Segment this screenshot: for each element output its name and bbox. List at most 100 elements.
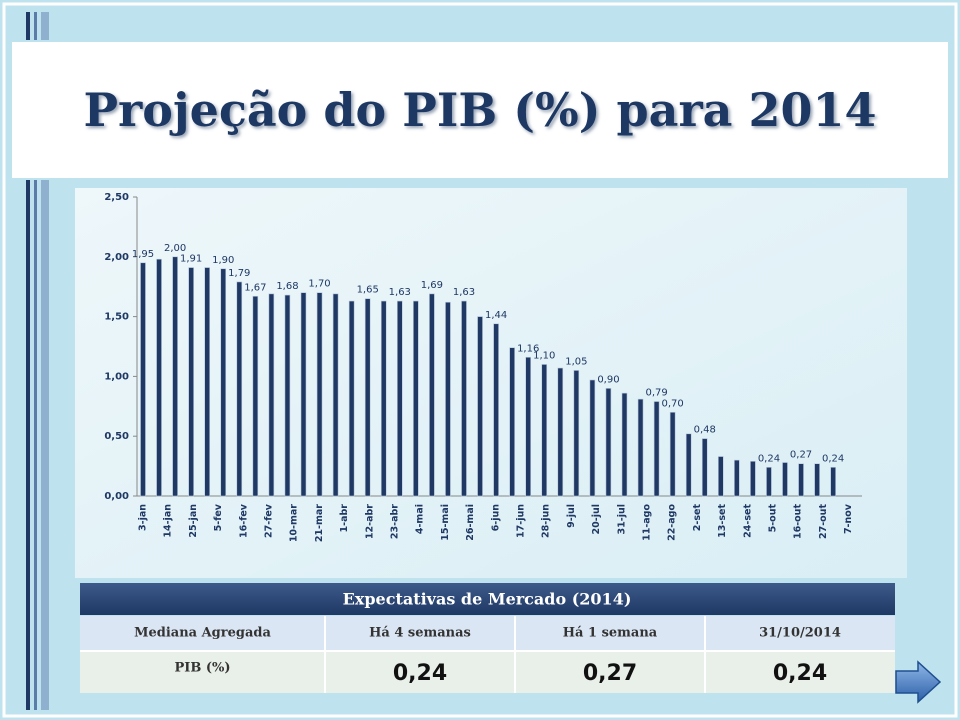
value-label: 1,16 <box>517 343 539 354</box>
x-tick-label: 9-jul <box>566 504 577 528</box>
value-label: 1,67 <box>244 282 266 293</box>
x-tick-label: 31-jul <box>616 504 627 534</box>
x-tick-label: 6-jun <box>490 504 501 532</box>
y-tick-label: 2,50 <box>104 192 129 203</box>
bar <box>717 456 724 497</box>
x-tick-label: 13-set <box>717 504 728 538</box>
x-tick-label: 3-jan <box>138 504 149 531</box>
bar <box>172 256 178 497</box>
x-tick-label: 10-mar <box>289 504 300 542</box>
bar <box>669 411 676 497</box>
value-label: 1,91 <box>180 254 202 265</box>
x-tick-label: 25-jan <box>188 504 199 538</box>
stripes <box>26 12 49 710</box>
bar <box>589 379 596 497</box>
header-cell: Mediana Agregada <box>134 626 271 641</box>
value-label: 0,79 <box>645 388 667 399</box>
value-label: 1,68 <box>276 281 298 292</box>
value-label: 1,10 <box>533 350 555 361</box>
header-cell: Há 1 semana <box>563 626 658 641</box>
x-tick-label: 2-set <box>692 504 703 532</box>
bar <box>830 466 836 497</box>
bar <box>236 281 243 497</box>
value-label: 1,65 <box>357 285 379 296</box>
header-row <box>80 616 895 651</box>
bar <box>268 293 275 497</box>
value-label: 0,24 <box>822 453 844 464</box>
x-tick-label: 27-fev <box>264 503 275 538</box>
chart: 0,000,501,001,502,002,501,952,001,91 1,90… <box>104 192 862 542</box>
bar <box>814 463 820 497</box>
bar <box>413 300 419 497</box>
x-tick-label: 28-jun <box>541 504 552 538</box>
bar <box>685 433 692 497</box>
x-tick-label: 16-fev <box>238 503 249 538</box>
value-label: 0,24 <box>758 453 780 464</box>
value-label: 0,70 <box>662 398 684 409</box>
bar <box>541 364 548 497</box>
x-tick-label: 11-ago <box>642 504 653 541</box>
bar <box>445 301 451 497</box>
bar <box>653 401 660 497</box>
header-cell: 31/10/2014 <box>759 626 841 641</box>
slide-title: Projeção do PIB (%) para 2014 <box>83 83 876 137</box>
bar <box>252 295 259 497</box>
x-tick-label: 7-nov <box>843 503 854 534</box>
bar <box>364 298 371 497</box>
table-title-bg <box>80 583 895 615</box>
bar <box>493 323 499 497</box>
next-button[interactable] <box>895 660 942 704</box>
data-cell: 0,27 <box>583 661 637 686</box>
bar <box>332 293 339 497</box>
bar <box>204 267 210 497</box>
value-label: 2,00 <box>164 243 186 254</box>
data-cell: PIB (%) <box>174 661 230 676</box>
x-tick-label: 5-out <box>768 504 779 533</box>
x-tick-label: 20-jul <box>591 504 602 534</box>
value-label: 1,63 <box>453 287 475 298</box>
bar <box>782 462 788 497</box>
data-cell: 0,24 <box>773 661 827 686</box>
table: Expectativas de Mercado (2014) Mediana Ag… <box>80 583 895 693</box>
x-tick-label: 4-mai <box>415 504 426 534</box>
value-label: 1,44 <box>485 310 507 321</box>
x-tick-label: 22-ago <box>667 504 678 541</box>
bar <box>750 461 756 497</box>
bar <box>701 438 708 497</box>
value-label: 0,27 <box>790 450 812 461</box>
x-tick-label: 1-abr <box>339 504 350 533</box>
bar <box>798 463 804 497</box>
header-cell: Há 4 semanas <box>369 626 471 641</box>
chart-area <box>75 188 907 578</box>
y-tick-label: 0,50 <box>104 431 129 442</box>
bar <box>380 300 387 497</box>
x-tick-label: 15-mai <box>440 504 451 541</box>
value-label: 1,05 <box>565 356 587 367</box>
bar <box>316 292 323 497</box>
bar <box>188 267 194 497</box>
value-label: 1,79 <box>228 268 250 279</box>
x-tick-label: 23-abr <box>390 504 401 539</box>
value-label: 1,70 <box>308 279 330 290</box>
data-row <box>80 651 895 693</box>
bar <box>477 316 483 497</box>
bar <box>140 262 146 497</box>
x-tick-label: 27-out <box>818 504 829 539</box>
bar <box>284 294 291 497</box>
x-tick-label: 16-out <box>793 504 804 539</box>
title-band <box>12 42 948 178</box>
value-label: 1,90 <box>212 255 234 266</box>
x-tick-label: 26-mai <box>465 504 476 541</box>
bar <box>637 398 644 497</box>
bar <box>429 293 435 497</box>
bar <box>734 459 740 497</box>
bar <box>525 356 532 497</box>
x-tick-label: 17-jun <box>516 504 527 538</box>
bar <box>509 347 515 497</box>
value-label: 1,63 <box>389 287 411 298</box>
value-label: 0,48 <box>694 425 716 436</box>
x-tick-label: 14-jan <box>163 504 174 538</box>
